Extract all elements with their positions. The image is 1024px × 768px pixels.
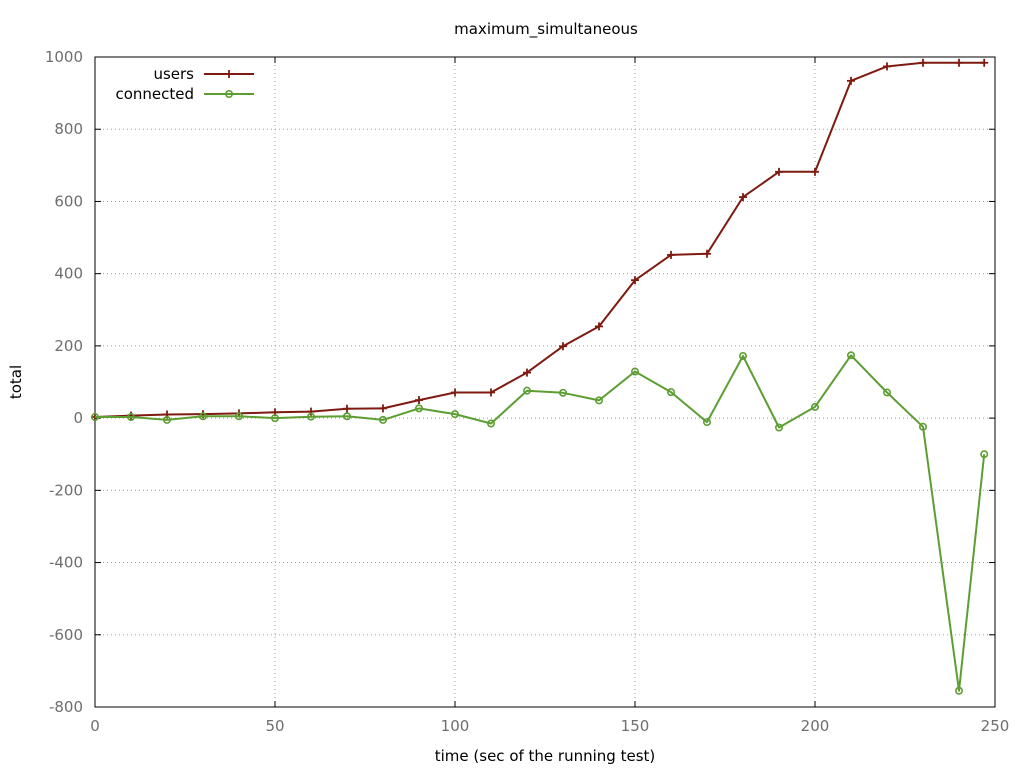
data-point-users	[775, 167, 783, 176]
y-tick-label: 1000	[45, 48, 83, 66]
data-point-users	[595, 322, 603, 331]
data-point-connected	[774, 423, 783, 432]
data-point-connected	[235, 412, 244, 421]
data-point-connected	[666, 388, 675, 397]
legend-marker	[225, 90, 234, 99]
data-point-users	[523, 368, 531, 377]
data-point-connected	[91, 413, 100, 422]
legend-label: connected	[115, 85, 194, 103]
y-tick-label: 200	[54, 337, 83, 355]
x-tick-label: 250	[981, 717, 1010, 735]
x-tick-label: 200	[801, 717, 830, 735]
plot-area-border	[94, 56, 996, 708]
data-point-connected	[918, 422, 927, 431]
x-axis-title: time (sec of the running test)	[435, 747, 656, 765]
data-point-users	[415, 396, 423, 405]
series-users	[91, 58, 989, 422]
data-point-connected	[980, 450, 989, 459]
data-point-connected	[342, 412, 351, 421]
data-point-connected	[702, 418, 711, 427]
data-point-users	[883, 62, 891, 71]
data-point-connected	[738, 351, 747, 360]
data-point-connected	[199, 412, 208, 421]
x-tick-label: 150	[621, 717, 650, 735]
data-point-connected	[127, 413, 136, 422]
y-axis-title: total	[7, 365, 25, 399]
data-point-connected	[163, 415, 172, 424]
y-tick-label: -800	[49, 698, 83, 716]
data-point-connected	[594, 396, 603, 405]
data-point-users	[919, 58, 927, 67]
data-point-connected	[558, 388, 567, 397]
data-point-users	[307, 407, 315, 416]
data-point-users	[343, 404, 351, 413]
data-point-connected	[270, 414, 279, 423]
grid	[95, 57, 995, 707]
data-point-users	[631, 276, 639, 285]
data-point-users	[739, 193, 747, 202]
data-point-connected	[306, 412, 315, 421]
data-point-users	[559, 342, 567, 351]
data-point-users	[667, 250, 675, 259]
y-tick-label: -400	[49, 554, 83, 572]
y-tick-label: 0	[73, 409, 83, 427]
data-point-users	[451, 388, 459, 397]
series-connected	[91, 351, 989, 695]
data-point-connected	[378, 415, 387, 424]
axis-ticks: 0 50 100 150 200 250 -800 -600 -400 -200 0 200 400 60…	[45, 48, 1010, 735]
legend-marker	[225, 70, 233, 78]
chart-title: maximum_simultaneous	[454, 20, 638, 39]
series-line-users	[94, 61, 985, 418]
data-point-connected	[954, 686, 963, 695]
data-point-connected	[414, 404, 423, 413]
data-point-connected	[522, 386, 531, 395]
legend-entry-users: users	[153, 65, 254, 83]
data-point-users	[980, 58, 989, 67]
data-point-users	[847, 76, 855, 85]
y-tick-label: -600	[49, 626, 83, 644]
x-tick-label: 50	[265, 717, 284, 735]
data-point-users	[487, 388, 495, 397]
data-point-users	[379, 404, 387, 413]
y-tick-label: 400	[54, 265, 83, 283]
y-tick-label: 800	[54, 120, 83, 138]
data-point-connected	[450, 410, 459, 419]
y-tick-label: -200	[49, 481, 83, 499]
legend-entry-connected: connected	[115, 85, 254, 103]
data-point-connected	[810, 402, 819, 411]
legend: users connected	[115, 65, 254, 103]
data-point-connected	[630, 367, 639, 376]
data-point-connected	[846, 351, 855, 360]
series-lines	[91, 58, 989, 695]
legend-label: users	[153, 65, 194, 83]
data-point-connected	[882, 388, 891, 397]
x-tick-label: 100	[441, 717, 470, 735]
x-tick-label: 0	[90, 717, 100, 735]
series-line-connected	[95, 354, 986, 692]
data-point-users	[703, 249, 711, 258]
y-tick-label: 600	[54, 192, 83, 210]
data-point-connected	[486, 419, 495, 428]
data-point-users	[811, 167, 819, 176]
data-point-users	[955, 58, 963, 67]
